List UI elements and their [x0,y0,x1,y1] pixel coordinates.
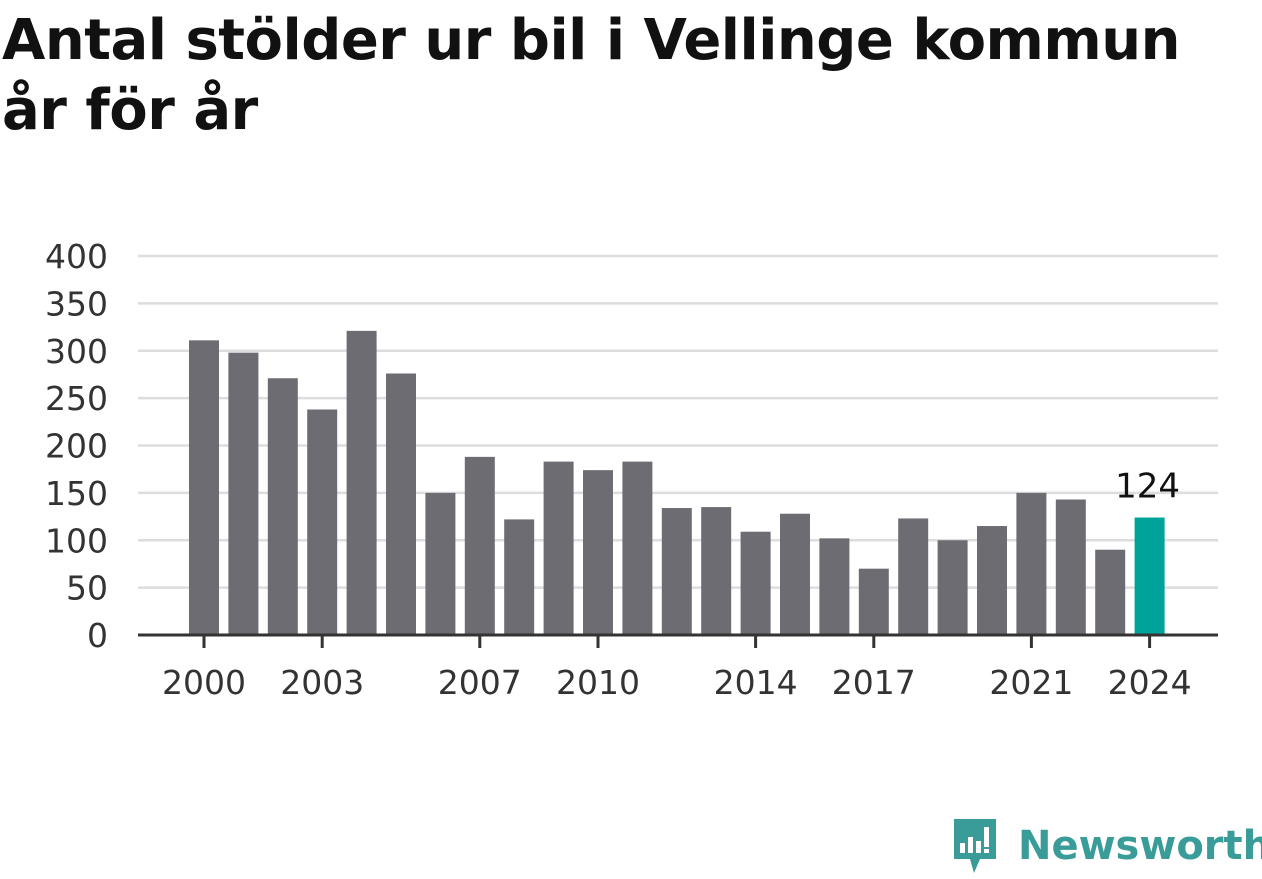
bar-2004 [346,330,377,635]
bar-2012 [661,508,692,635]
bar-2017 [858,568,889,635]
bar-2003 [307,409,338,635]
y-tick-label: 50 [66,569,108,608]
bar-2022 [1055,499,1086,635]
y-tick-label: 150 [45,474,108,513]
newsworthy-logo-icon [954,819,996,873]
bar-2010 [583,470,613,635]
bar-2011 [622,461,653,635]
x-tick-label: 2021 [989,663,1073,702]
bar-2016 [819,538,850,635]
x-tick-label: 2003 [280,663,364,702]
y-tick-label: 100 [45,521,108,560]
y-tick-label: 200 [45,427,108,466]
y-tick-label: 300 [45,332,108,371]
bar-2005 [386,373,416,635]
bar-2009 [543,461,574,635]
bar-2008 [504,519,535,635]
x-tick-label: 2024 [1108,663,1192,702]
x-tick-label: 2014 [714,663,798,702]
x-tick-label: 2007 [438,663,522,702]
bar-2000 [189,340,219,635]
bar-2019 [937,540,968,635]
chart-title: Antal stölder ur bil i Vellinge kommun å… [2,8,1180,143]
y-tick-label: 0 [87,616,108,655]
bar-2020 [977,526,1007,635]
brand: Newsworthy [950,816,1262,876]
bar-2001 [228,352,259,635]
bar-2018 [898,518,929,635]
x-tick-label: 2017 [832,663,916,702]
bar-2015 [780,513,810,635]
x-tick-label: 2000 [162,663,246,702]
y-tick-label: 350 [45,284,108,323]
y-tick-label: 400 [45,237,108,276]
bar-2006 [425,492,456,635]
bar-2014 [740,531,771,635]
x-tick-label: 2010 [556,663,640,702]
bar-2024 [1134,517,1165,635]
bar-2013 [701,507,732,635]
data-label-highlight: 124 [1115,467,1180,507]
brand-name: Newsworthy [1018,823,1262,869]
bar-2002 [267,378,298,635]
bar-2021 [1016,492,1047,635]
bar-2007 [464,456,495,635]
y-tick-label: 250 [45,379,108,418]
bar-2023 [1095,549,1126,635]
